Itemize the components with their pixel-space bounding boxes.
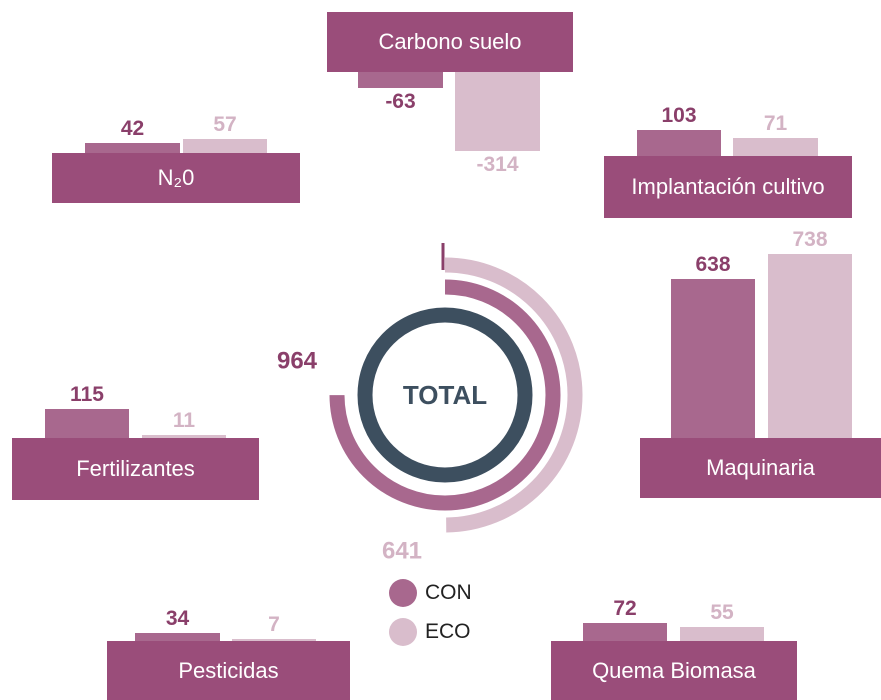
value-label: 103 [661, 104, 697, 128]
category-label: Maquinaria [640, 438, 881, 498]
total-label: TOTAL [403, 380, 487, 410]
bar [183, 138, 267, 153]
value-label: 11 [172, 409, 196, 433]
bar [671, 278, 755, 438]
bar [637, 130, 721, 156]
bar [135, 632, 220, 641]
category-label: Implantación cultivo [604, 156, 852, 218]
total-ring-core [357, 307, 533, 483]
category-label: N₂0 [52, 153, 300, 203]
legend-label: ECO [425, 620, 471, 643]
value-label: 72 [613, 597, 637, 620]
value-label: 34 [165, 606, 190, 630]
value-label: -63 [385, 89, 416, 113]
total-arc [444, 257, 583, 533]
bar [142, 435, 226, 438]
bar [358, 72, 443, 88]
value-label: -314 [476, 152, 519, 176]
bar [768, 253, 852, 438]
value-label: 738 [792, 227, 828, 251]
bar [733, 138, 818, 156]
bar [583, 623, 667, 641]
bar [455, 72, 540, 151]
bar [85, 142, 180, 153]
total-value: 964 [277, 347, 318, 374]
total-value: 641 [382, 537, 422, 564]
bar [45, 409, 129, 438]
value-label: 42 [120, 116, 145, 140]
value-label: 55 [710, 601, 734, 625]
category-label: Fertilizantes [12, 438, 259, 500]
value-label: 638 [695, 252, 731, 276]
category-label: Quema Biomasa [551, 641, 797, 700]
bar [680, 627, 764, 641]
legend-label: CON [425, 581, 472, 604]
value-label: 57 [213, 112, 237, 136]
category-label: Pesticidas [107, 641, 350, 700]
legend-swatch [389, 618, 417, 646]
legend-swatch [389, 579, 417, 607]
value-label: 7 [268, 613, 280, 637]
value-label: 115 [70, 383, 104, 407]
total-arc [329, 279, 561, 511]
bar [232, 639, 316, 641]
value-label: 71 [763, 112, 788, 136]
category-label: Carbono suelo [327, 12, 573, 72]
